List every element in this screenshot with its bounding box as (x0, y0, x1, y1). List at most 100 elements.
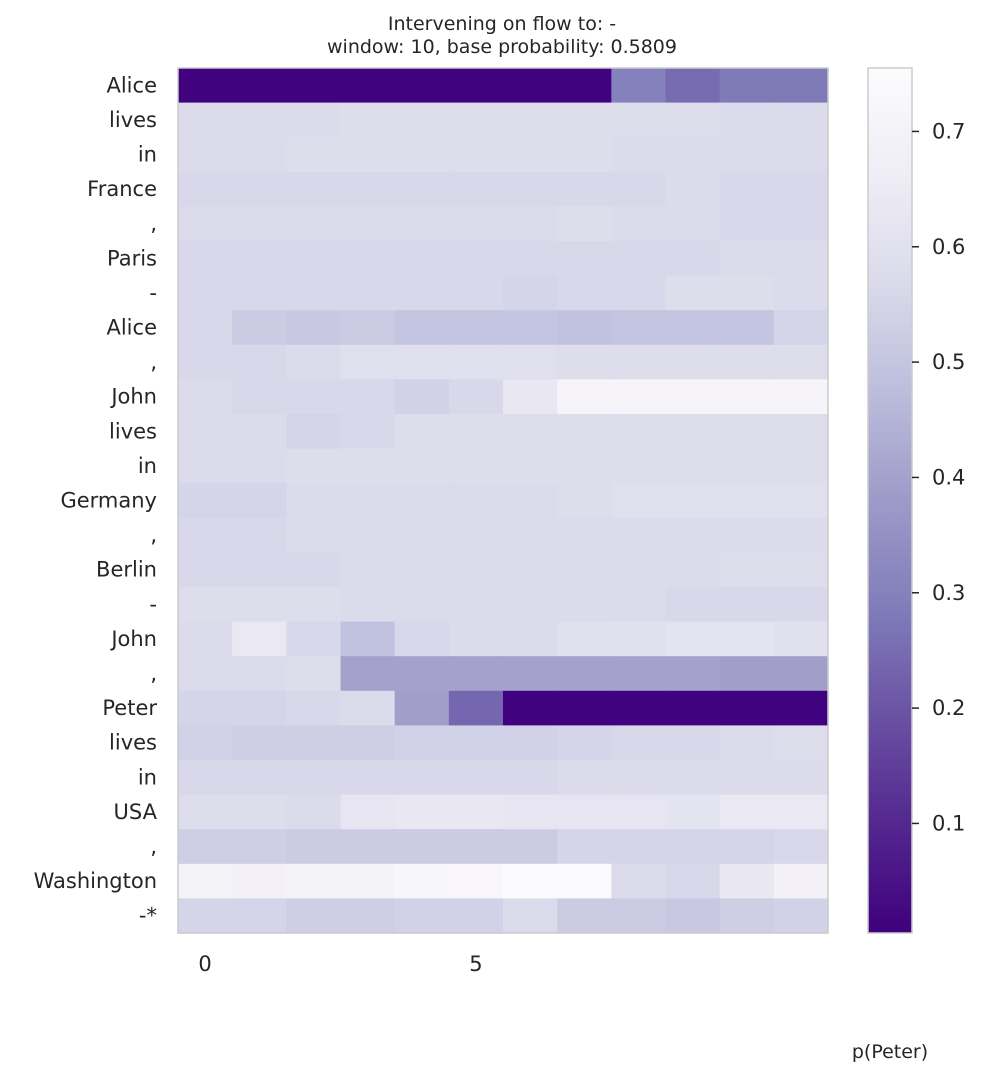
heatmap-cell (557, 552, 612, 588)
heatmap-cell (557, 898, 612, 934)
heatmap-cell (773, 898, 829, 934)
heatmap-cell (557, 863, 612, 899)
heatmap-cell (719, 621, 775, 657)
heatmap-cell (394, 552, 450, 588)
heatmap-cell (611, 483, 667, 519)
heatmap-cell (448, 68, 504, 104)
heatmap-cell (286, 483, 342, 519)
heatmap-cell (557, 414, 612, 450)
heatmap-cell (340, 206, 396, 242)
heatmap-cell (286, 656, 342, 692)
chart-title-line2: window: 10, base probability: 0.5809 (327, 36, 677, 58)
heatmap-cell (773, 68, 829, 104)
heatmap-cell (557, 379, 612, 415)
heatmap-cell (340, 725, 396, 761)
heatmap-cell (719, 794, 775, 830)
heatmap-cell (394, 206, 450, 242)
y-tick-label: - (149, 592, 157, 616)
x-tick-label: 0 (198, 952, 211, 976)
heatmap-cell (232, 275, 287, 311)
heatmap-cell (557, 171, 612, 207)
heatmap-cell (719, 587, 775, 623)
heatmap-cell (611, 829, 667, 865)
heatmap-cell (340, 241, 396, 277)
heatmap-cell (503, 760, 558, 796)
heatmap-cell (178, 379, 233, 415)
heatmap-cell (719, 552, 775, 588)
heatmap-cell (232, 310, 287, 346)
heatmap-cell (232, 344, 287, 380)
heatmap-cell (448, 206, 504, 242)
heatmap-cell (394, 725, 450, 761)
heatmap-cell (340, 587, 396, 623)
heatmap-cell (611, 275, 667, 311)
heatmap-cell (340, 760, 396, 796)
y-tick-label: Paris (107, 246, 157, 270)
y-tick-label: in (138, 765, 157, 789)
heatmap-cell (394, 587, 450, 623)
heatmap-cell (394, 898, 450, 934)
heatmap-cell (448, 414, 504, 450)
heatmap-cell (232, 517, 287, 553)
heatmap-cell (286, 137, 342, 173)
heatmap-cell (448, 656, 504, 692)
heatmap-cell (340, 414, 396, 450)
heatmap-cell (394, 448, 450, 484)
heatmap-cell (178, 241, 233, 277)
heatmap-cell (773, 448, 829, 484)
heatmap-cell (340, 656, 396, 692)
heatmap-cell (232, 725, 287, 761)
y-tick-label: Washington (34, 869, 157, 893)
heatmap-cell (448, 379, 504, 415)
heatmap-cell (719, 656, 775, 692)
heatmap-cell (611, 379, 667, 415)
heatmap-cell (719, 206, 775, 242)
heatmap-cell (340, 621, 396, 657)
y-tick-label: Peter (102, 696, 157, 720)
heatmap-cell (503, 241, 558, 277)
x-tick-label: 5 (469, 952, 482, 976)
heatmap-cell (286, 102, 342, 138)
heatmap-cell (503, 794, 558, 830)
heatmap-cell (178, 656, 233, 692)
heatmap-cell (178, 206, 233, 242)
heatmap-cell (665, 448, 721, 484)
heatmap-cell (394, 621, 450, 657)
heatmap-cell (286, 552, 342, 588)
heatmap-cell (719, 310, 775, 346)
heatmap-cell (340, 137, 396, 173)
heatmap-cell (773, 725, 829, 761)
y-tick-label: John (109, 385, 157, 409)
heatmap-cell (557, 829, 612, 865)
heatmap-cell (557, 310, 612, 346)
y-tick-label: in (138, 454, 157, 478)
heatmap-cell (232, 414, 287, 450)
heatmap-cell (665, 552, 721, 588)
heatmap-cell (503, 310, 558, 346)
heatmap-cell (503, 379, 558, 415)
heatmap-cell (448, 310, 504, 346)
heatmap-cell (611, 898, 667, 934)
heatmap-cell (178, 829, 233, 865)
heatmap-cell (394, 171, 450, 207)
heatmap-cell (448, 829, 504, 865)
heatmap-cell (394, 241, 450, 277)
heatmap-cell (665, 344, 721, 380)
heatmap-cell (557, 344, 612, 380)
heatmap-cell (178, 552, 233, 588)
heatmap-cell (665, 379, 721, 415)
heatmap-cell (719, 725, 775, 761)
heatmap-cell (340, 690, 396, 726)
heatmap-cell (665, 171, 721, 207)
heatmap-cell (503, 656, 558, 692)
y-tick-label: - (149, 281, 157, 305)
heatmap-cell (611, 552, 667, 588)
heatmap-cell (611, 621, 667, 657)
heatmap-cell (665, 68, 721, 104)
heatmap-cell (448, 344, 504, 380)
heatmap-cell (286, 794, 342, 830)
heatmap-cell (503, 448, 558, 484)
heatmap-cell (503, 517, 558, 553)
